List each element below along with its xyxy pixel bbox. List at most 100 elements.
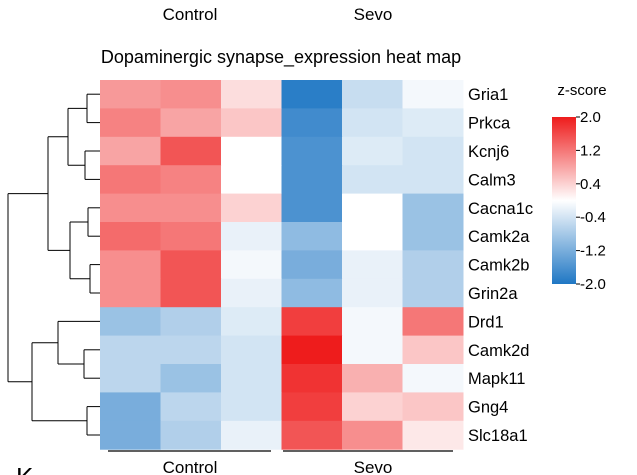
heatmap-cell-grin2a-control-1: [100, 278, 161, 308]
heatmap-cell-drd1-sevo-1: [281, 307, 343, 337]
heatmap-cell-slc18a1-control-3: [221, 420, 282, 450]
chart-title: Dopaminergic synapse_expression heat map: [101, 47, 461, 68]
heatmap-cell-mapk11-sevo-1: [281, 364, 343, 393]
heatmap-cell-calm3-sevo-3: [402, 165, 464, 195]
heatmap-cell-camk2b-sevo-1: [281, 250, 343, 280]
heatmap-cell-calm3-sevo-2: [342, 165, 403, 195]
heatmap-cell-grin2a-sevo-3: [402, 278, 464, 308]
heatmap-cell-slc18a1-sevo-2: [342, 420, 403, 450]
gene-label-camk2b: Camk2b: [468, 257, 529, 275]
heatmap-cell-kcnj6-control-1: [100, 136, 161, 166]
panel-letter: K: [16, 462, 34, 475]
heatmap-cell-camk2b-sevo-3: [402, 250, 464, 280]
heatmap-cell-prkca-control-1: [100, 108, 161, 138]
heatmap-cell-camk2b-sevo-2: [342, 250, 403, 280]
heatmap-cell-kcnj6-control-2: [160, 136, 222, 166]
heatmap-cell-calm3-sevo-1: [281, 165, 343, 195]
legend-tick-label: 2.0: [580, 109, 601, 126]
heatmap-cell-camk2a-control-3: [221, 222, 282, 251]
heatmap-cell-camk2a-sevo-3: [402, 222, 464, 251]
heatmap-cell-kcnj6-sevo-2: [342, 136, 403, 166]
heatmap-cell-grin2a-control-3: [221, 278, 282, 308]
heatmap-cell-slc18a1-sevo-3: [402, 420, 464, 450]
heatmap-cell-gria1-control-1: [100, 80, 161, 109]
gene-label-mapk11: Mapk11: [468, 370, 525, 388]
heatmap-cell-cacna1c-sevo-3: [402, 193, 464, 223]
heatmap-cell-gria1-control-2: [160, 80, 222, 109]
heatmap-cell-camk2d-sevo-2: [342, 335, 403, 365]
row-dendrogram: [7, 93, 100, 436]
gene-label-grin2a: Grin2a: [468, 285, 518, 303]
heatmap-cell-gng4-control-1: [100, 392, 161, 422]
legend-tick-label: 1.2: [580, 142, 601, 159]
heatmap-cell-gria1-control-3: [221, 80, 282, 109]
gene-label-slc18a1: Slc18a1: [468, 427, 528, 445]
gene-label-prkca: Prkca: [468, 115, 511, 133]
bottom-group-label-sevo: Sevo: [354, 458, 393, 475]
heatmap-cell-cacna1c-control-1: [100, 193, 161, 223]
heatmap-cell-gng4-sevo-1: [281, 392, 343, 422]
heatmap-cell-camk2a-sevo-1: [281, 222, 343, 251]
heatmap-cell-kcnj6-control-3: [221, 136, 282, 166]
heatmap-cell-gng4-sevo-2: [342, 392, 403, 422]
gene-label-camk2d: Camk2d: [468, 342, 529, 360]
heatmap-cell-grin2a-sevo-1: [281, 278, 343, 308]
heatmap-cell-slc18a1-control-2: [160, 420, 222, 450]
heatmap-cell-kcnj6-sevo-1: [281, 136, 343, 166]
legend-tick-label: -1.2: [580, 243, 606, 260]
heatmap-cell-gria1-sevo-2: [342, 80, 403, 109]
heatmap-cell-mapk11-control-1: [100, 364, 161, 393]
gene-labels: Gria1 Prkca Kcnj6 Calm3 Cacna1c Camk2a Camk2b G…: [468, 86, 533, 445]
heatmap-cell-camk2b-control-2: [160, 250, 222, 280]
heatmap-cell-grin2a-control-2: [160, 278, 222, 308]
heatmap-cell-drd1-sevo-2: [342, 307, 403, 337]
top-group-label-control: Control: [163, 5, 218, 24]
heatmap-cell-slc18a1-sevo-1: [281, 420, 343, 450]
heatmap-cell-calm3-control-2: [160, 165, 222, 195]
heatmap-cell-camk2d-control-3: [221, 335, 282, 365]
heatmap-cell-slc18a1-control-1: [100, 420, 161, 450]
heatmap-cell-calm3-control-1: [100, 165, 161, 195]
heatmap-cell-cacna1c-control-2: [160, 193, 222, 223]
legend-colorbar: [552, 117, 576, 284]
heatmap-cell-gng4-sevo-3: [402, 392, 464, 422]
gene-label-kcnj6: Kcnj6: [468, 143, 509, 161]
heatmap-cell-mapk11-sevo-3: [402, 364, 464, 393]
heatmap-cell-cacna1c-sevo-1: [281, 193, 343, 223]
legend-tick-label: 0.4: [580, 176, 601, 193]
legend-title: z-score: [557, 82, 606, 99]
heatmap-cell-prkca-sevo-2: [342, 108, 403, 138]
heatmap-cell-drd1-control-3: [221, 307, 282, 337]
bottom-group-label-control: Control: [163, 458, 218, 475]
gene-label-gria1: Gria1: [468, 86, 508, 104]
heatmap-cell-camk2d-control-2: [160, 335, 222, 365]
heatmap-cell-camk2a-control-2: [160, 222, 222, 251]
heatmap-cell-camk2b-control-3: [221, 250, 282, 280]
heatmap-cell-camk2d-sevo-3: [402, 335, 464, 365]
heatmap-cell-prkca-control-3: [221, 108, 282, 138]
heatmap-cell-gria1-sevo-3: [402, 80, 464, 109]
heatmap-cell-prkca-sevo-3: [402, 108, 464, 138]
heatmap-cell-mapk11-control-3: [221, 364, 282, 393]
heatmap-cell-gng4-control-2: [160, 392, 222, 422]
legend-ticks: 2.0 1.2 0.4 -0.4 -1.2 -2.0: [576, 109, 606, 293]
heatmap-cell-camk2b-control-1: [100, 250, 161, 280]
heatmap-cell-prkca-control-2: [160, 108, 222, 138]
heatmap-cell-camk2d-sevo-1: [281, 335, 343, 365]
gene-label-calm3: Calm3: [468, 171, 516, 189]
heatmap-cell-cacna1c-sevo-2: [342, 193, 403, 223]
legend-tick-label: -2.0: [580, 276, 606, 293]
gene-label-gng4: Gng4: [468, 399, 508, 417]
heatmap-cell-drd1-sevo-3: [402, 307, 464, 337]
legend-tick-label: -0.4: [580, 209, 606, 226]
gene-label-camk2a: Camk2a: [468, 228, 530, 246]
heatmap-cell-gng4-control-3: [221, 392, 282, 422]
gene-label-cacna1c: Cacna1c: [468, 200, 533, 218]
heatmap-cell-camk2a-sevo-2: [342, 222, 403, 251]
gene-label-drd1: Drd1: [468, 313, 504, 331]
heatmap-cell-grin2a-sevo-2: [342, 278, 403, 308]
heatmap-cell-cacna1c-control-3: [221, 193, 282, 223]
heatmap-cell-mapk11-sevo-2: [342, 364, 403, 393]
heatmap-cell-drd1-control-1: [100, 307, 161, 337]
